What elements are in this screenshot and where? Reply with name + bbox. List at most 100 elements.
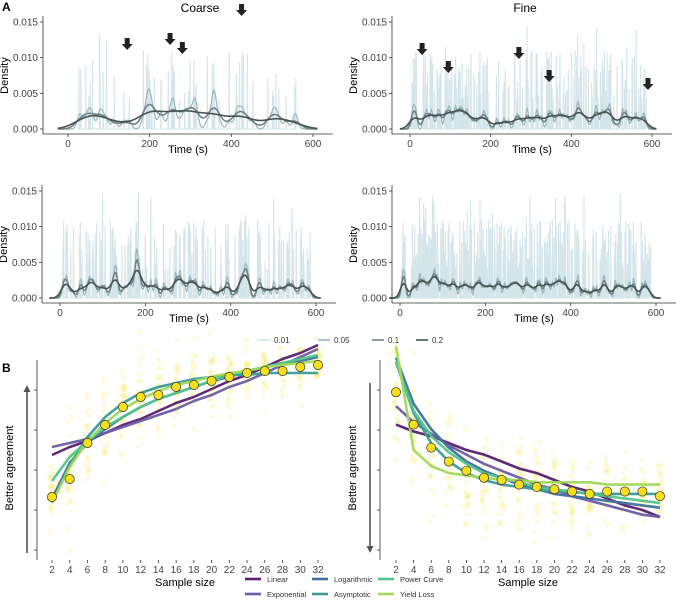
jitter-point — [655, 508, 661, 515]
jitter-point — [517, 459, 523, 466]
jitter-point — [394, 336, 400, 342]
jitter-point — [122, 386, 128, 392]
x-tick-label: 28 — [619, 565, 631, 576]
jitter-point — [244, 390, 250, 396]
jitter-point — [122, 383, 128, 389]
jitter-point — [260, 352, 266, 359]
jitter-point — [136, 346, 142, 352]
arrow-marker-icon — [236, 4, 248, 16]
jitter-point — [245, 338, 251, 344]
jitter-point — [225, 366, 231, 372]
y-tick-label: 0.015 — [362, 187, 387, 198]
x-tick-label: 0 — [407, 139, 413, 150]
jitter-point — [135, 444, 141, 450]
jitter-point — [245, 385, 252, 391]
x-tick-label: 16 — [514, 565, 526, 576]
jitter-point — [392, 396, 398, 402]
jitter-point — [317, 369, 323, 375]
jitter-point — [69, 468, 75, 474]
jitter-point — [395, 439, 401, 445]
jitter-point — [569, 464, 576, 470]
jitter-point — [192, 353, 199, 359]
jitter-point — [536, 507, 542, 513]
jitter-point — [444, 490, 450, 496]
jitter-point — [85, 471, 91, 477]
y-tick-label: 0.005 — [13, 89, 38, 100]
x-tick-label: 20 — [549, 565, 561, 576]
x-tick-label: 12 — [135, 565, 147, 576]
jitter-point — [228, 361, 235, 367]
jitter-point — [531, 503, 537, 509]
jitter-point — [82, 424, 88, 430]
x-tick-label: 28 — [277, 565, 289, 576]
jitter-point — [174, 409, 180, 415]
mean-point — [64, 474, 75, 484]
jitter-point — [260, 395, 266, 401]
jitter-point — [246, 383, 252, 389]
jitter-point — [117, 384, 124, 390]
x-tick-label: 10 — [117, 565, 129, 576]
jitter-point — [277, 335, 283, 341]
jitter-point — [242, 343, 248, 349]
x-tick-label: 4 — [67, 565, 73, 576]
jitter-point — [499, 450, 505, 456]
jitter-point — [207, 368, 214, 374]
jitter-point — [410, 458, 416, 464]
jitter-point — [549, 506, 555, 512]
jitter-point — [464, 494, 470, 501]
mean-point — [391, 387, 401, 398]
jitter-point — [155, 356, 162, 362]
jitter-point — [410, 390, 416, 396]
jitter-point — [67, 548, 73, 554]
jitter-point — [157, 400, 163, 406]
jitter-point — [462, 425, 468, 431]
jitter-point — [483, 436, 489, 442]
jitter-point — [569, 511, 575, 517]
jitter-point — [391, 402, 397, 408]
jitter-point — [448, 419, 454, 426]
jitter-point — [514, 449, 520, 455]
density-line-0.01 — [77, 34, 297, 130]
jitter-point — [514, 523, 521, 530]
y-axis-label: Density — [348, 226, 360, 263]
mean-point — [514, 479, 525, 490]
jitter-point — [588, 504, 594, 510]
jitter-point — [65, 484, 71, 490]
jitter-point — [47, 485, 53, 491]
jitter-point — [100, 408, 106, 414]
jitter-point — [158, 365, 164, 371]
jitter-point — [640, 468, 647, 475]
jitter-point — [553, 502, 559, 509]
y-tick-label: 0.000 — [362, 294, 387, 305]
jitter-point — [464, 510, 470, 517]
jitter-point — [412, 433, 418, 439]
jitter-point — [224, 397, 230, 403]
jitter-point — [552, 462, 559, 468]
jitter-point — [193, 365, 199, 371]
jitter-point — [175, 365, 181, 371]
jitter-point — [262, 379, 269, 385]
jitter-point — [394, 436, 400, 442]
jitter-point — [242, 361, 248, 367]
jitter-point — [659, 462, 665, 468]
arrow-marker-icon — [642, 78, 654, 90]
jitter-point — [297, 376, 303, 382]
jitter-point — [446, 482, 452, 488]
jitter-point — [554, 509, 560, 515]
jitter-point — [117, 433, 124, 439]
jitter-point — [483, 522, 489, 528]
jitter-point — [48, 502, 55, 508]
jitter-point — [549, 534, 555, 541]
jitter-point — [242, 348, 248, 354]
jitter-point — [431, 491, 437, 498]
jitter-point — [517, 509, 524, 515]
jitter-point — [314, 375, 320, 382]
jitter-point — [483, 488, 489, 494]
jitter-point — [280, 392, 286, 399]
jitter-point — [118, 393, 124, 399]
x-axis-label: Time (s) — [512, 144, 552, 156]
jitter-point — [47, 526, 53, 533]
x-tick-label: 0 — [397, 308, 403, 319]
jitter-point — [569, 505, 575, 511]
jitter-point — [498, 492, 505, 498]
